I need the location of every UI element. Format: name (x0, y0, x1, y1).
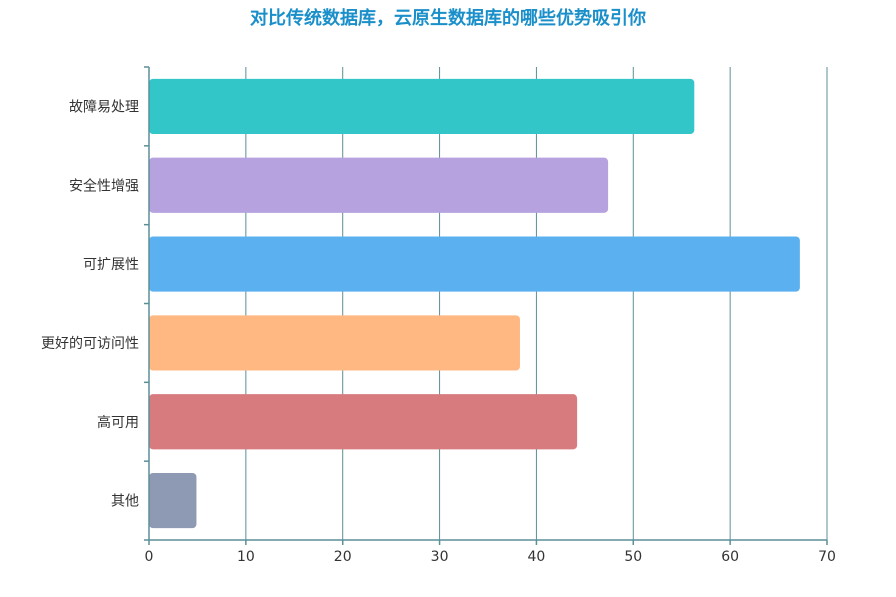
x-tick-label: 50 (624, 549, 642, 565)
labels: 0 10 20 30 40 50 60 70 故障易处理安全性增强可扩展性更好的可访问性高可用其… (41, 99, 836, 565)
bar (149, 78, 695, 135)
bar (149, 157, 609, 213)
chart-title: 对比传统数据库，云原生数据库的哪些优势吸引你 (250, 8, 646, 29)
category-label: 可扩展性 (83, 257, 139, 273)
bar (149, 472, 197, 529)
bar (149, 236, 800, 292)
category-label: 安全性增强 (69, 177, 139, 194)
bar (149, 394, 578, 450)
grid-lines (245, 67, 828, 540)
category-label: 高可用 (97, 414, 139, 431)
x-tick-label: 40 (528, 549, 546, 565)
category-label: 更好的可访问性 (41, 336, 139, 352)
x-tick-label: 30 (431, 549, 449, 565)
axes (144, 66, 828, 545)
x-tick-label: 0 (145, 549, 154, 565)
x-tick-label: 70 (818, 549, 836, 565)
x-tick-label: 60 (721, 549, 739, 565)
bars (149, 78, 800, 529)
bar (149, 315, 520, 371)
x-tick-label: 10 (237, 549, 255, 565)
x-tick-label: 20 (334, 549, 352, 565)
category-label: 其他 (111, 494, 139, 510)
category-label: 故障易处理 (69, 99, 139, 115)
